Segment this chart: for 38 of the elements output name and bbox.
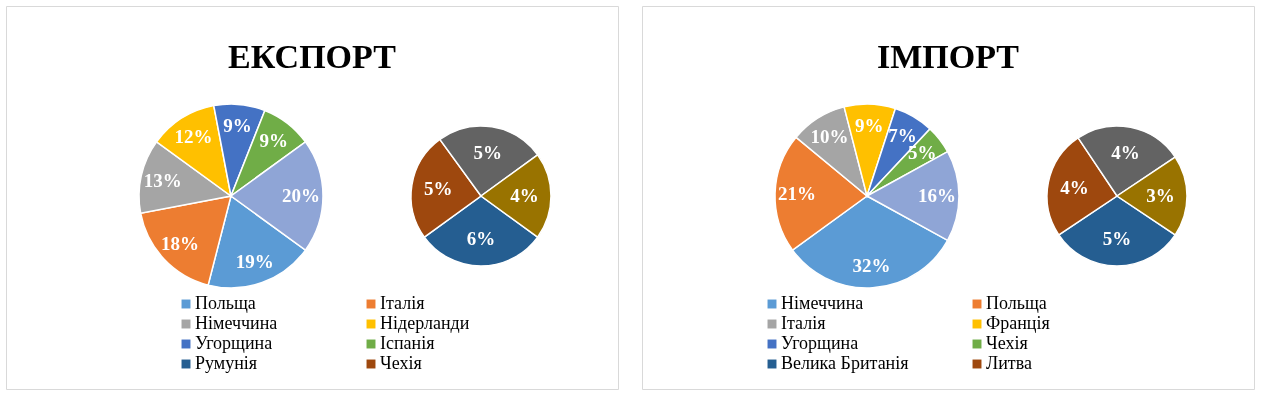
legend-label: Литва [986,353,1032,373]
data-label: 9% [259,129,289,151]
data-label: 9% [223,115,252,137]
legend-label: Польща [986,293,1047,313]
data-label: 18% [161,232,200,254]
legend-label: Велика Британія [781,353,909,373]
data-label: 4% [510,185,539,206]
legend-label: Румунія [195,353,258,373]
chart-title: ІМПОРТ [876,38,1020,75]
data-label: 5% [473,142,503,164]
chart-title: ЕКСПОРТ [228,38,397,75]
data-label: 32% [852,254,891,276]
data-label: 5% [1102,228,1132,250]
data-label: 6% [466,228,496,250]
data-label: 4% [1060,176,1089,198]
data-label: 21% [778,182,817,204]
legend-label: Чехія [986,333,1028,353]
data-label: 5% [423,178,453,200]
legend-label: Німеччина [195,313,278,333]
data-label: 9% [854,115,884,137]
legend-label: Угорщина [195,333,273,353]
data-label: 16% [917,185,956,206]
data-label: 20% [281,185,320,206]
data-label: 13% [143,169,182,191]
data-label: 12% [174,125,213,147]
legend-label: Угорщина [781,333,859,353]
data-label: 19% [235,250,274,272]
legend-label: Польща [195,293,256,313]
legend-label: Італія [380,293,425,313]
legend-label: Франція [986,313,1050,333]
legend-label: Німеччина [781,293,864,313]
legend-label: Іспанія [380,333,435,353]
legend-label: Нідерланди [380,313,470,333]
data-label: 3% [1146,185,1175,206]
data-label: 4% [1111,142,1140,164]
legend-label: Італія [781,313,826,333]
legend-label: Чехія [380,353,422,373]
data-label: 10% [810,125,849,147]
